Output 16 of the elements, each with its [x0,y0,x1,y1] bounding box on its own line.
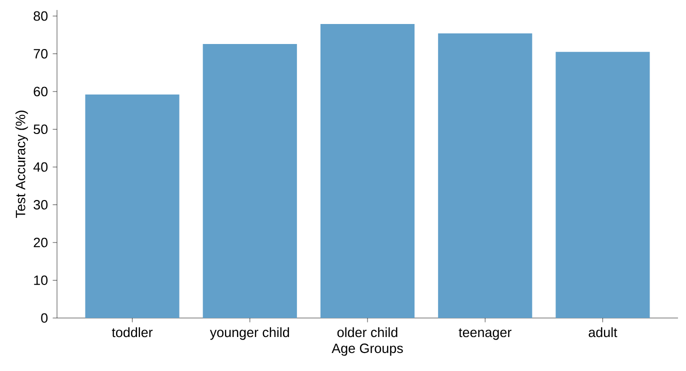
y-tick-label: 40 [33,162,48,172]
x-tick-label: older child [337,327,398,338]
y-axis-title: Test Accuracy (%) [15,110,28,218]
y-tick-label: 30 [34,200,48,210]
y-tick-label: 20 [34,238,48,248]
y-tick-label: 10 [34,275,48,286]
x-tick-label: teenager [458,328,512,340]
y-tick-label: 60 [34,86,48,96]
x-tick-label: toddler [112,327,153,338]
x-tick-label: younger child [210,327,289,340]
y-tick-label: 50 [34,124,48,134]
x-axis-title: Age Groups [332,344,403,356]
y-tick-label: 70 [34,49,48,59]
y-tick-label: 80 [34,11,48,21]
x-tick-label: adult [588,327,618,338]
y-tick-label: 0 [41,313,48,323]
